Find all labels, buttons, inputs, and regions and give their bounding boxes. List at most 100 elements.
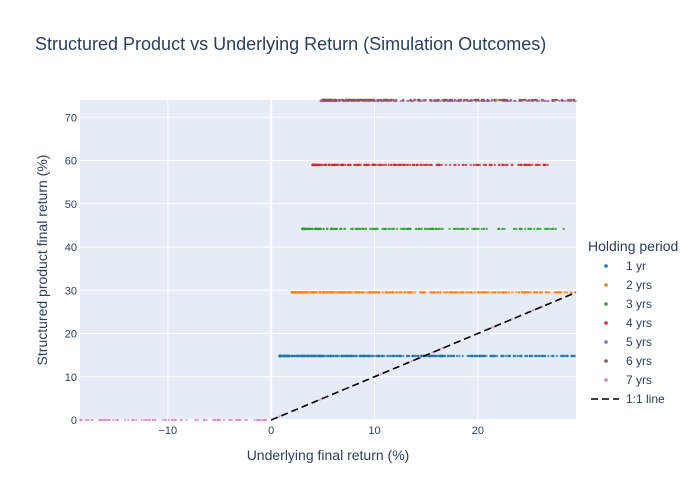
point [469, 98, 473, 102]
point [135, 418, 138, 422]
point [368, 354, 371, 358]
point [498, 98, 502, 102]
legend[interactable]: Holding period 1 yr 2 yrs 3 yrs 4 yrs 5 yrs 6… [588, 238, 678, 406]
point [469, 291, 472, 294]
point [385, 98, 389, 102]
point [462, 163, 465, 167]
point [79, 418, 82, 422]
point [342, 291, 345, 294]
point [406, 99, 409, 103]
point [517, 163, 520, 167]
legend-marker [604, 321, 608, 325]
point [411, 354, 414, 358]
point [413, 98, 416, 102]
point [337, 98, 340, 102]
point [326, 291, 329, 294]
point [531, 163, 534, 167]
point [339, 98, 342, 102]
point [326, 354, 330, 358]
point [476, 163, 480, 167]
legend-item-3-yrs[interactable]: 3 yrs [604, 297, 652, 311]
legend-item-4-yrs[interactable]: 4 yrs [604, 316, 652, 330]
point [301, 354, 305, 358]
point [330, 291, 333, 294]
point [409, 98, 412, 102]
point [517, 291, 521, 294]
point [554, 98, 558, 102]
point [306, 354, 310, 358]
point [518, 227, 521, 231]
point [464, 291, 467, 294]
point [422, 163, 426, 167]
point [163, 418, 166, 422]
point [416, 98, 420, 102]
point [283, 354, 286, 358]
point [104, 418, 107, 422]
point [481, 98, 485, 102]
legend-marker [604, 283, 608, 287]
point [410, 360, 414, 363]
x-tick-label-2: 10 [368, 425, 380, 437]
legend-item-6-yrs[interactable]: 6 yrs [604, 354, 652, 368]
point [491, 98, 494, 102]
legend-label: 7 yrs [626, 373, 652, 387]
point [318, 163, 322, 167]
point [440, 163, 443, 167]
point [491, 326, 494, 329]
legend-marker [604, 264, 608, 268]
point [398, 291, 401, 294]
point [371, 227, 374, 231]
point [339, 163, 342, 167]
legend-item-1-to-1-line[interactable]: 1:1 line [591, 392, 665, 406]
point [399, 99, 402, 103]
x-axis-label: Underlying final return (%) [247, 447, 410, 463]
point [388, 227, 392, 231]
point [347, 98, 350, 102]
y-tick-label-6: 60 [65, 156, 77, 168]
point [146, 418, 149, 422]
point [457, 98, 460, 102]
point [244, 418, 247, 422]
point [361, 98, 365, 102]
legend-item-1-yr[interactable]: 1 yr [604, 259, 646, 273]
point [544, 99, 547, 103]
point [437, 98, 440, 102]
point [566, 98, 569, 102]
legend-item-5-yrs[interactable]: 5 yrs [604, 335, 652, 349]
point [486, 98, 489, 102]
legend-item-2-yrs[interactable]: 2 yrs [604, 278, 652, 292]
point [430, 163, 433, 167]
point [370, 98, 373, 102]
point [477, 291, 480, 294]
point [245, 418, 248, 422]
point [473, 291, 477, 294]
point [409, 291, 413, 294]
legend-item-7-yrs[interactable]: 7 yrs [604, 373, 652, 387]
point [357, 98, 360, 102]
point [426, 227, 429, 231]
point [530, 98, 533, 102]
point [544, 291, 548, 294]
point [361, 354, 364, 358]
y-tick-label-7: 70 [65, 112, 77, 124]
point [497, 227, 500, 231]
point [353, 291, 357, 294]
point [520, 227, 523, 231]
point [301, 227, 305, 231]
point [205, 418, 208, 422]
point [98, 418, 101, 422]
point [321, 291, 325, 294]
point [218, 418, 221, 422]
point [401, 98, 405, 102]
point [389, 291, 392, 294]
point [448, 227, 451, 231]
point [330, 354, 333, 358]
point [513, 227, 516, 231]
point [489, 354, 493, 358]
point [484, 291, 487, 294]
y-axis-label: Structured product final return (%) [34, 155, 50, 366]
point [419, 163, 422, 167]
point [495, 354, 499, 358]
point [403, 291, 406, 294]
point [318, 398, 321, 401]
